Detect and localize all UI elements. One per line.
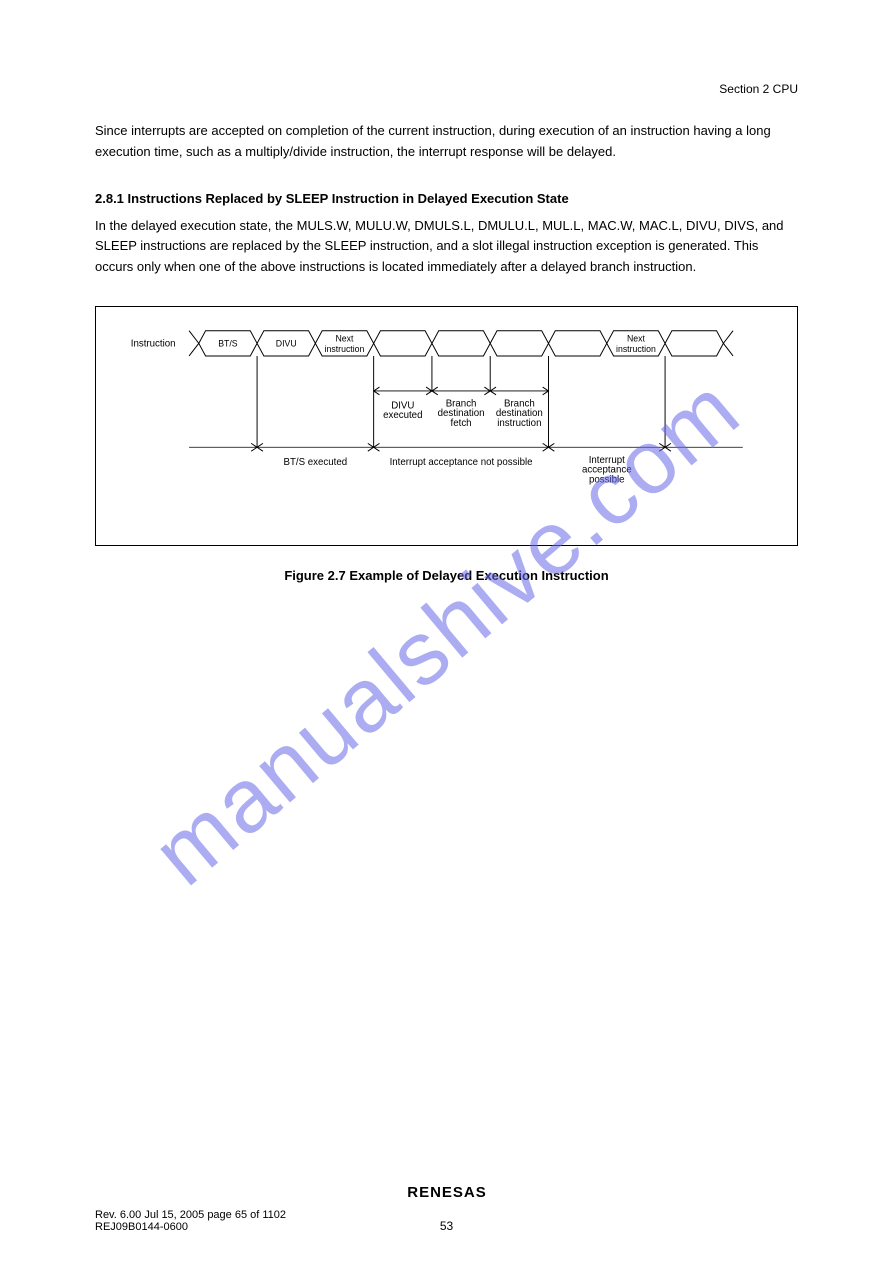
lbl-branch-inst-3: instruction bbox=[497, 418, 541, 429]
rev-line: Rev. 6.00 Jul 15, 2005 page 65 of 1102 bbox=[95, 1209, 286, 1221]
hex-slot-label: DIVU bbox=[276, 338, 297, 348]
page-root: Section 2 CPU Since interrupts are accep… bbox=[0, 0, 893, 1263]
hex-slot-label: Next bbox=[627, 333, 646, 343]
subsection-body: In the delayed execution state, the MULS… bbox=[95, 216, 798, 278]
page-number: 53 bbox=[440, 1219, 453, 1233]
hex-slot bbox=[432, 331, 490, 356]
subsection-title: 2.8.1 Instructions Replaced by SLEEP Ins… bbox=[95, 189, 798, 210]
rev-info: Rev. 6.00 Jul 15, 2005 page 65 of 1102 R… bbox=[95, 1209, 286, 1233]
hex-slot bbox=[549, 331, 607, 356]
hex-slot-label: instruction bbox=[325, 344, 365, 354]
svg-text:RENESAS: RENESAS bbox=[407, 1184, 487, 1201]
intro-paragraph: Since interrupts are accepted on complet… bbox=[95, 121, 798, 163]
section-ref: Section 2 CPU bbox=[95, 80, 798, 99]
lbl-divu-executed-2: executed bbox=[383, 410, 422, 421]
lbl-bts-executed: BT/S executed bbox=[284, 457, 348, 468]
lbl-branch-fetch-3: fetch bbox=[451, 418, 472, 429]
header-block: Section 2 CPU Since interrupts are accep… bbox=[95, 80, 798, 278]
figure-caption: Figure 2.7 Example of Delayed Execution … bbox=[95, 568, 798, 583]
figure-box: Instruction BT/SDIVUNextinstructionNexti… bbox=[95, 306, 798, 546]
upper-arrows bbox=[374, 356, 549, 395]
lbl-int-possible-3: possible bbox=[589, 474, 625, 485]
hex-slot bbox=[374, 331, 432, 356]
footer-logo-wrap: RENESAS bbox=[0, 1182, 893, 1207]
signal-label: Instruction bbox=[131, 338, 176, 349]
hex-slot-label: Next bbox=[336, 333, 355, 343]
lbl-int-not-possible: Interrupt acceptance not possible bbox=[390, 457, 533, 468]
hex-slots: BT/SDIVUNextinstructionNextinstruction bbox=[189, 331, 733, 356]
hex-slot-label: BT/S bbox=[218, 338, 238, 348]
renesas-logo: RENESAS bbox=[392, 1182, 502, 1202]
rej-line: REJ09B0144-0600 bbox=[95, 1221, 286, 1233]
timing-diagram: Instruction BT/SDIVUNextinstructionNexti… bbox=[120, 321, 773, 525]
hex-slot bbox=[665, 331, 723, 356]
hex-slot bbox=[490, 331, 548, 356]
hex-slot-label: instruction bbox=[616, 344, 656, 354]
